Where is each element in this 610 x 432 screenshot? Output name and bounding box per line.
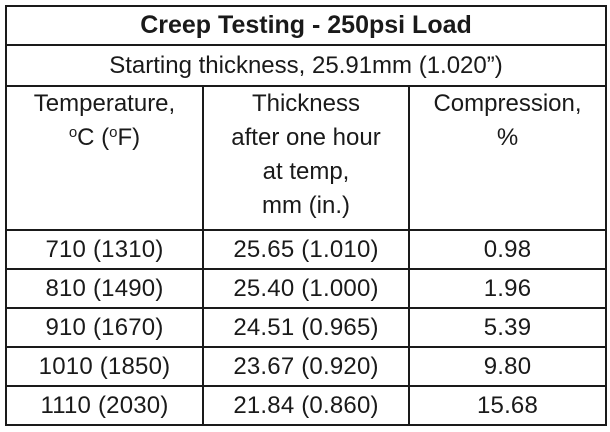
fahrenheit-text: F)	[118, 124, 141, 151]
temperature-cell: 1110 (2030)	[6, 386, 203, 425]
compression-cell: 5.39	[409, 308, 606, 347]
compression-cell: 0.98	[409, 230, 606, 269]
compression-cell: 1.96	[409, 269, 606, 308]
table-row: 710 (1310) 25.65 (1.010) 0.98	[6, 230, 606, 269]
subtitle-row: Starting thickness, 25.91mm (1.020”)	[6, 45, 606, 86]
table-row: 910 (1670) 24.51 (0.965) 5.39	[6, 308, 606, 347]
creep-testing-table-container: Creep Testing - 250psi Load Starting thi…	[5, 5, 607, 426]
temperature-header-line1: Temperature,	[7, 87, 202, 121]
thickness-cell: 25.40 (1.000)	[203, 269, 409, 308]
temperature-cell: 1010 (1850)	[6, 347, 203, 386]
table-title: Creep Testing - 250psi Load	[6, 6, 606, 45]
thickness-header-line3: at temp,	[204, 155, 408, 189]
compression-header-line2: %	[410, 121, 605, 155]
compression-header: Compression, %	[409, 86, 606, 230]
thickness-cell: 23.67 (0.920)	[203, 347, 409, 386]
temperature-header: Temperature, oC (oF)	[6, 86, 203, 230]
table-row: 1110 (2030) 21.84 (0.860) 15.68	[6, 386, 606, 425]
temperature-header-units: oC (oF)	[7, 121, 202, 155]
compression-cell: 9.80	[409, 347, 606, 386]
temperature-cell: 910 (1670)	[6, 308, 203, 347]
creep-testing-table: Creep Testing - 250psi Load Starting thi…	[5, 5, 607, 426]
thickness-cell: 24.51 (0.965)	[203, 308, 409, 347]
thickness-cell: 25.65 (1.010)	[203, 230, 409, 269]
thickness-cell: 21.84 (0.860)	[203, 386, 409, 425]
table-row: 1010 (1850) 23.67 (0.920) 9.80	[6, 347, 606, 386]
compression-header-line1: Compression,	[410, 87, 605, 121]
celsius-text: C (	[77, 124, 109, 151]
title-row: Creep Testing - 250psi Load	[6, 6, 606, 45]
header-row: Temperature, oC (oF) Thickness after one…	[6, 86, 606, 230]
thickness-header-line1: Thickness	[204, 87, 408, 121]
thickness-header: Thickness after one hour at temp, mm (in…	[203, 86, 409, 230]
thickness-header-line4: mm (in.)	[204, 189, 408, 223]
degree-f-sup: o	[109, 124, 117, 141]
thickness-header-line2: after one hour	[204, 121, 408, 155]
temperature-cell: 710 (1310)	[6, 230, 203, 269]
degree-c-sup: o	[69, 124, 77, 141]
compression-cell: 15.68	[409, 386, 606, 425]
table-subtitle: Starting thickness, 25.91mm (1.020”)	[6, 45, 606, 86]
table-row: 810 (1490) 25.40 (1.000) 1.96	[6, 269, 606, 308]
temperature-cell: 810 (1490)	[6, 269, 203, 308]
